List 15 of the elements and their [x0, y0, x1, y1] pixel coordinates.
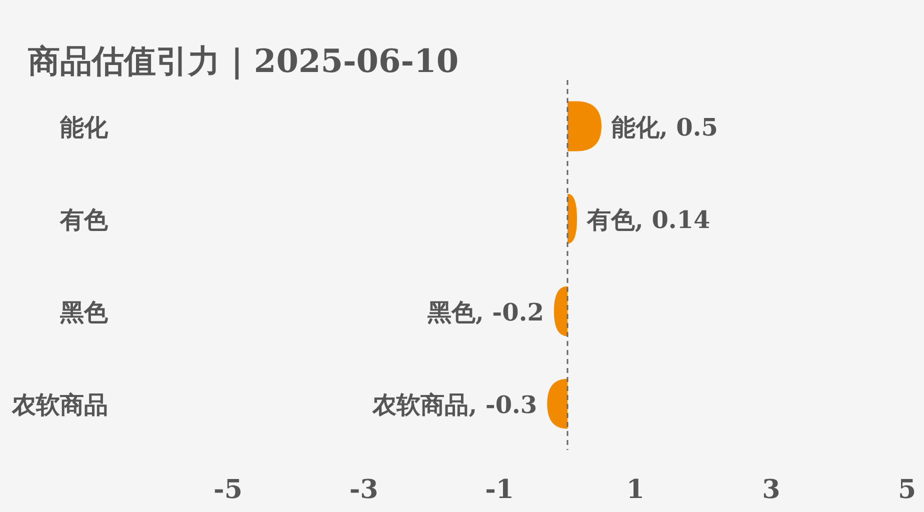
y-tick-label: 农软商品 — [11, 390, 108, 419]
y-tick-label: 能化 — [60, 112, 109, 142]
x-tick-label: -3 — [349, 475, 378, 505]
data-label: 黑色, -0.2 — [426, 297, 544, 326]
chart-title: 商品估值引力 | 2025-06-10 — [28, 42, 459, 80]
data-label: 能化, 0.5 — [611, 112, 718, 142]
x-tick-label: -5 — [214, 475, 242, 505]
data-label: 农软商品, -0.3 — [372, 390, 538, 419]
y-tick-label: 有色 — [59, 204, 109, 234]
x-tick-label: 5 — [898, 475, 916, 505]
data-label: 有色, 0.14 — [586, 204, 710, 234]
y-tick-label: 黑色 — [59, 297, 109, 326]
x-tick-label: 3 — [762, 475, 780, 505]
x-tick-label: -1 — [485, 475, 514, 505]
x-tick-label: 1 — [626, 475, 644, 505]
